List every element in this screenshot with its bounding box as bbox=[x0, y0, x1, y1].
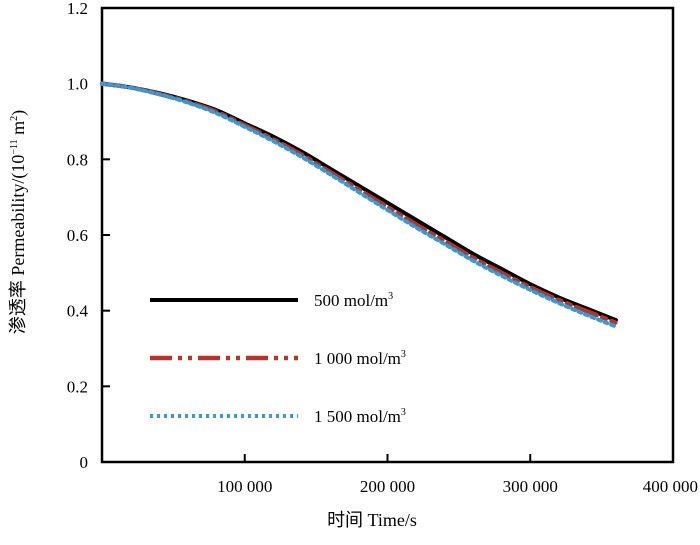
x-tick-labels: 100 000 200 000 300 000 400 000 bbox=[217, 477, 698, 496]
plot-frame bbox=[100, 6, 675, 464]
y-axis-title-unit-exp: 2 bbox=[9, 116, 20, 121]
x-tick-label-3: 400 000 bbox=[643, 477, 698, 496]
y-tick-label-5: 1.0 bbox=[67, 75, 88, 94]
series-lines bbox=[99, 81, 619, 329]
series-line-2 bbox=[100, 81, 618, 329]
y-tick-labels: 0 0.2 0.4 0.6 0.8 1.0 1.2 bbox=[67, 0, 89, 472]
y-axis-title-main: 渗透率 Permeability/(10 bbox=[8, 155, 29, 334]
y-axis-title-unit: m bbox=[8, 121, 28, 140]
x-axis-title: 时间 Time/s bbox=[327, 510, 417, 530]
y-tick-label-6: 1.2 bbox=[67, 0, 88, 18]
y-axis-title-close: ) bbox=[8, 110, 29, 116]
series-line-0 bbox=[100, 81, 618, 323]
x-tick-label-2: 300 000 bbox=[503, 477, 558, 496]
y-axis-title: 渗透率 Permeability/(10−11 m2) bbox=[8, 110, 29, 334]
y-tick-label-4: 0.8 bbox=[67, 150, 88, 169]
legend-label-2: 1 500 mol/m3 bbox=[314, 407, 406, 426]
legend-label-0: 500 mol/m3 bbox=[314, 291, 393, 310]
y-axis-title-exp: −11 bbox=[9, 139, 20, 154]
x-tick-label-0: 100 000 bbox=[217, 477, 272, 496]
y-tick-label-3: 0.6 bbox=[67, 226, 88, 245]
y-tick-label-1: 0.2 bbox=[67, 377, 88, 396]
x-tick-label-1: 200 000 bbox=[360, 477, 415, 496]
axis-ticks bbox=[102, 82, 532, 462]
legend: 500 mol/m3 1 000 mol/m3 1 500 mol/m3 bbox=[150, 291, 406, 426]
legend-label-1: 1 000 mol/m3 bbox=[314, 349, 406, 368]
y-tick-label-2: 0.4 bbox=[67, 302, 89, 321]
y-tick-label-0: 0 bbox=[80, 453, 89, 472]
